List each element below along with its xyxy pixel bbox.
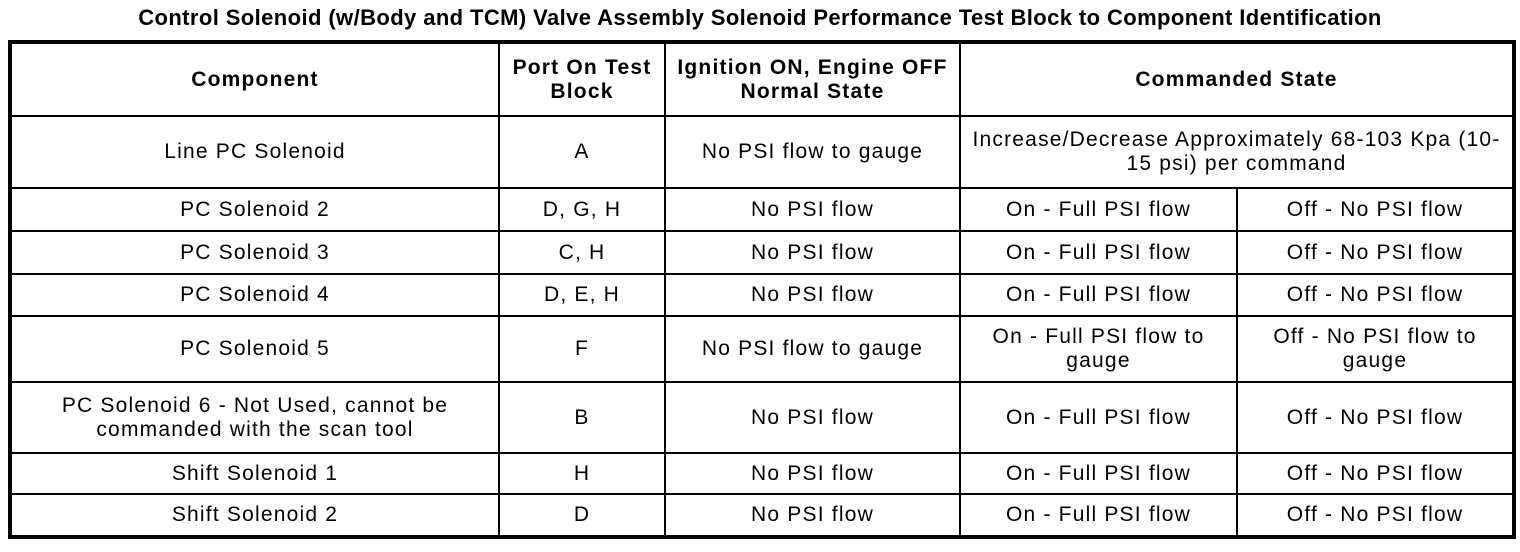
cell-commanded-on: On - Full PSI flow — [959, 187, 1238, 232]
cell-port: B — [498, 381, 666, 454]
cell-commanded-on: On - Full PSI flow to gauge — [959, 315, 1238, 383]
cell-normal-state: No PSI flow — [664, 452, 961, 495]
cell-port: H — [498, 452, 666, 495]
cell-normal-state: No PSI flow to gauge — [664, 315, 961, 383]
cell-commanded-on: On - Full PSI flow — [959, 452, 1238, 495]
table-row-line-pc-solenoid: Line PC Solenoid A No PSI flow to gauge … — [9, 115, 1515, 189]
cell-component: PC Solenoid 3 — [9, 230, 500, 275]
cell-commanded-off: Off - No PSI flow — [1236, 452, 1515, 495]
table-row-pc-solenoid-3: PC Solenoid 3 C, H No PSI flow On - Full… — [9, 230, 1515, 275]
cell-component: Shift Solenoid 1 — [9, 452, 500, 495]
cell-port: C, H — [498, 230, 666, 275]
cell-commanded-off: Off - No PSI flow to gauge — [1236, 315, 1515, 383]
page-title: Control Solenoid (w/Body and TCM) Valve … — [138, 5, 1382, 30]
header-port-on-test-block: Port On Test Block — [498, 41, 666, 117]
cell-component: PC Solenoid 2 — [9, 187, 500, 232]
cell-normal-state: No PSI flow — [664, 230, 961, 275]
cell-commanded-on: On - Full PSI flow — [959, 493, 1238, 538]
cell-port: F — [498, 315, 666, 383]
cell-component: PC Solenoid 4 — [9, 273, 500, 317]
cell-commanded-span: Increase/Decrease Approximately 68-103 K… — [959, 115, 1515, 189]
cell-commanded-off: Off - No PSI flow — [1236, 493, 1515, 538]
solenoid-performance-table: Component Port On Test Block Ignition ON… — [8, 40, 1516, 539]
cell-normal-state: No PSI flow — [664, 187, 961, 232]
cell-commanded-on: On - Full PSI flow — [959, 230, 1238, 275]
cell-component: PC Solenoid 6 - Not Used, cannot be comm… — [9, 381, 500, 454]
cell-commanded-off: Off - No PSI flow — [1236, 187, 1515, 232]
cell-port: D, G, H — [498, 187, 666, 232]
table-row-pc-solenoid-4: PC Solenoid 4 D, E, H No PSI flow On - F… — [9, 273, 1515, 317]
cell-component: Line PC Solenoid — [9, 115, 500, 189]
cell-normal-state: No PSI flow — [664, 273, 961, 317]
header-commanded-state: Commanded State — [959, 41, 1515, 117]
cell-port: D — [498, 493, 666, 538]
cell-normal-state: No PSI flow — [664, 381, 961, 454]
table-row-pc-solenoid-5: PC Solenoid 5 F No PSI flow to gauge On … — [9, 315, 1515, 383]
table-row-pc-solenoid-2: PC Solenoid 2 D, G, H No PSI flow On - F… — [9, 187, 1515, 232]
header-row: Component Port On Test Block Ignition ON… — [9, 41, 1515, 117]
cell-component: Shift Solenoid 2 — [9, 493, 500, 538]
cell-commanded-off: Off - No PSI flow — [1236, 273, 1515, 317]
cell-normal-state: No PSI flow — [664, 493, 961, 538]
cell-normal-state: No PSI flow to gauge — [664, 115, 961, 189]
header-ignition-normal-state: Ignition ON, Engine OFF Normal State — [664, 41, 961, 117]
cell-commanded-on: On - Full PSI flow — [959, 273, 1238, 317]
cell-commanded-on: On - Full PSI flow — [959, 381, 1238, 454]
table-row-shift-solenoid-1: Shift Solenoid 1 H No PSI flow On - Full… — [9, 452, 1515, 495]
cell-commanded-off: Off - No PSI flow — [1236, 230, 1515, 275]
table-row-pc-solenoid-6: PC Solenoid 6 - Not Used, cannot be comm… — [9, 381, 1515, 454]
table-row-shift-solenoid-2: Shift Solenoid 2 D No PSI flow On - Full… — [9, 493, 1515, 538]
cell-port: A — [498, 115, 666, 189]
header-component: Component — [9, 41, 500, 117]
cell-component: PC Solenoid 5 — [9, 315, 500, 383]
cell-port: D, E, H — [498, 273, 666, 317]
cell-commanded-off: Off - No PSI flow — [1236, 381, 1515, 454]
